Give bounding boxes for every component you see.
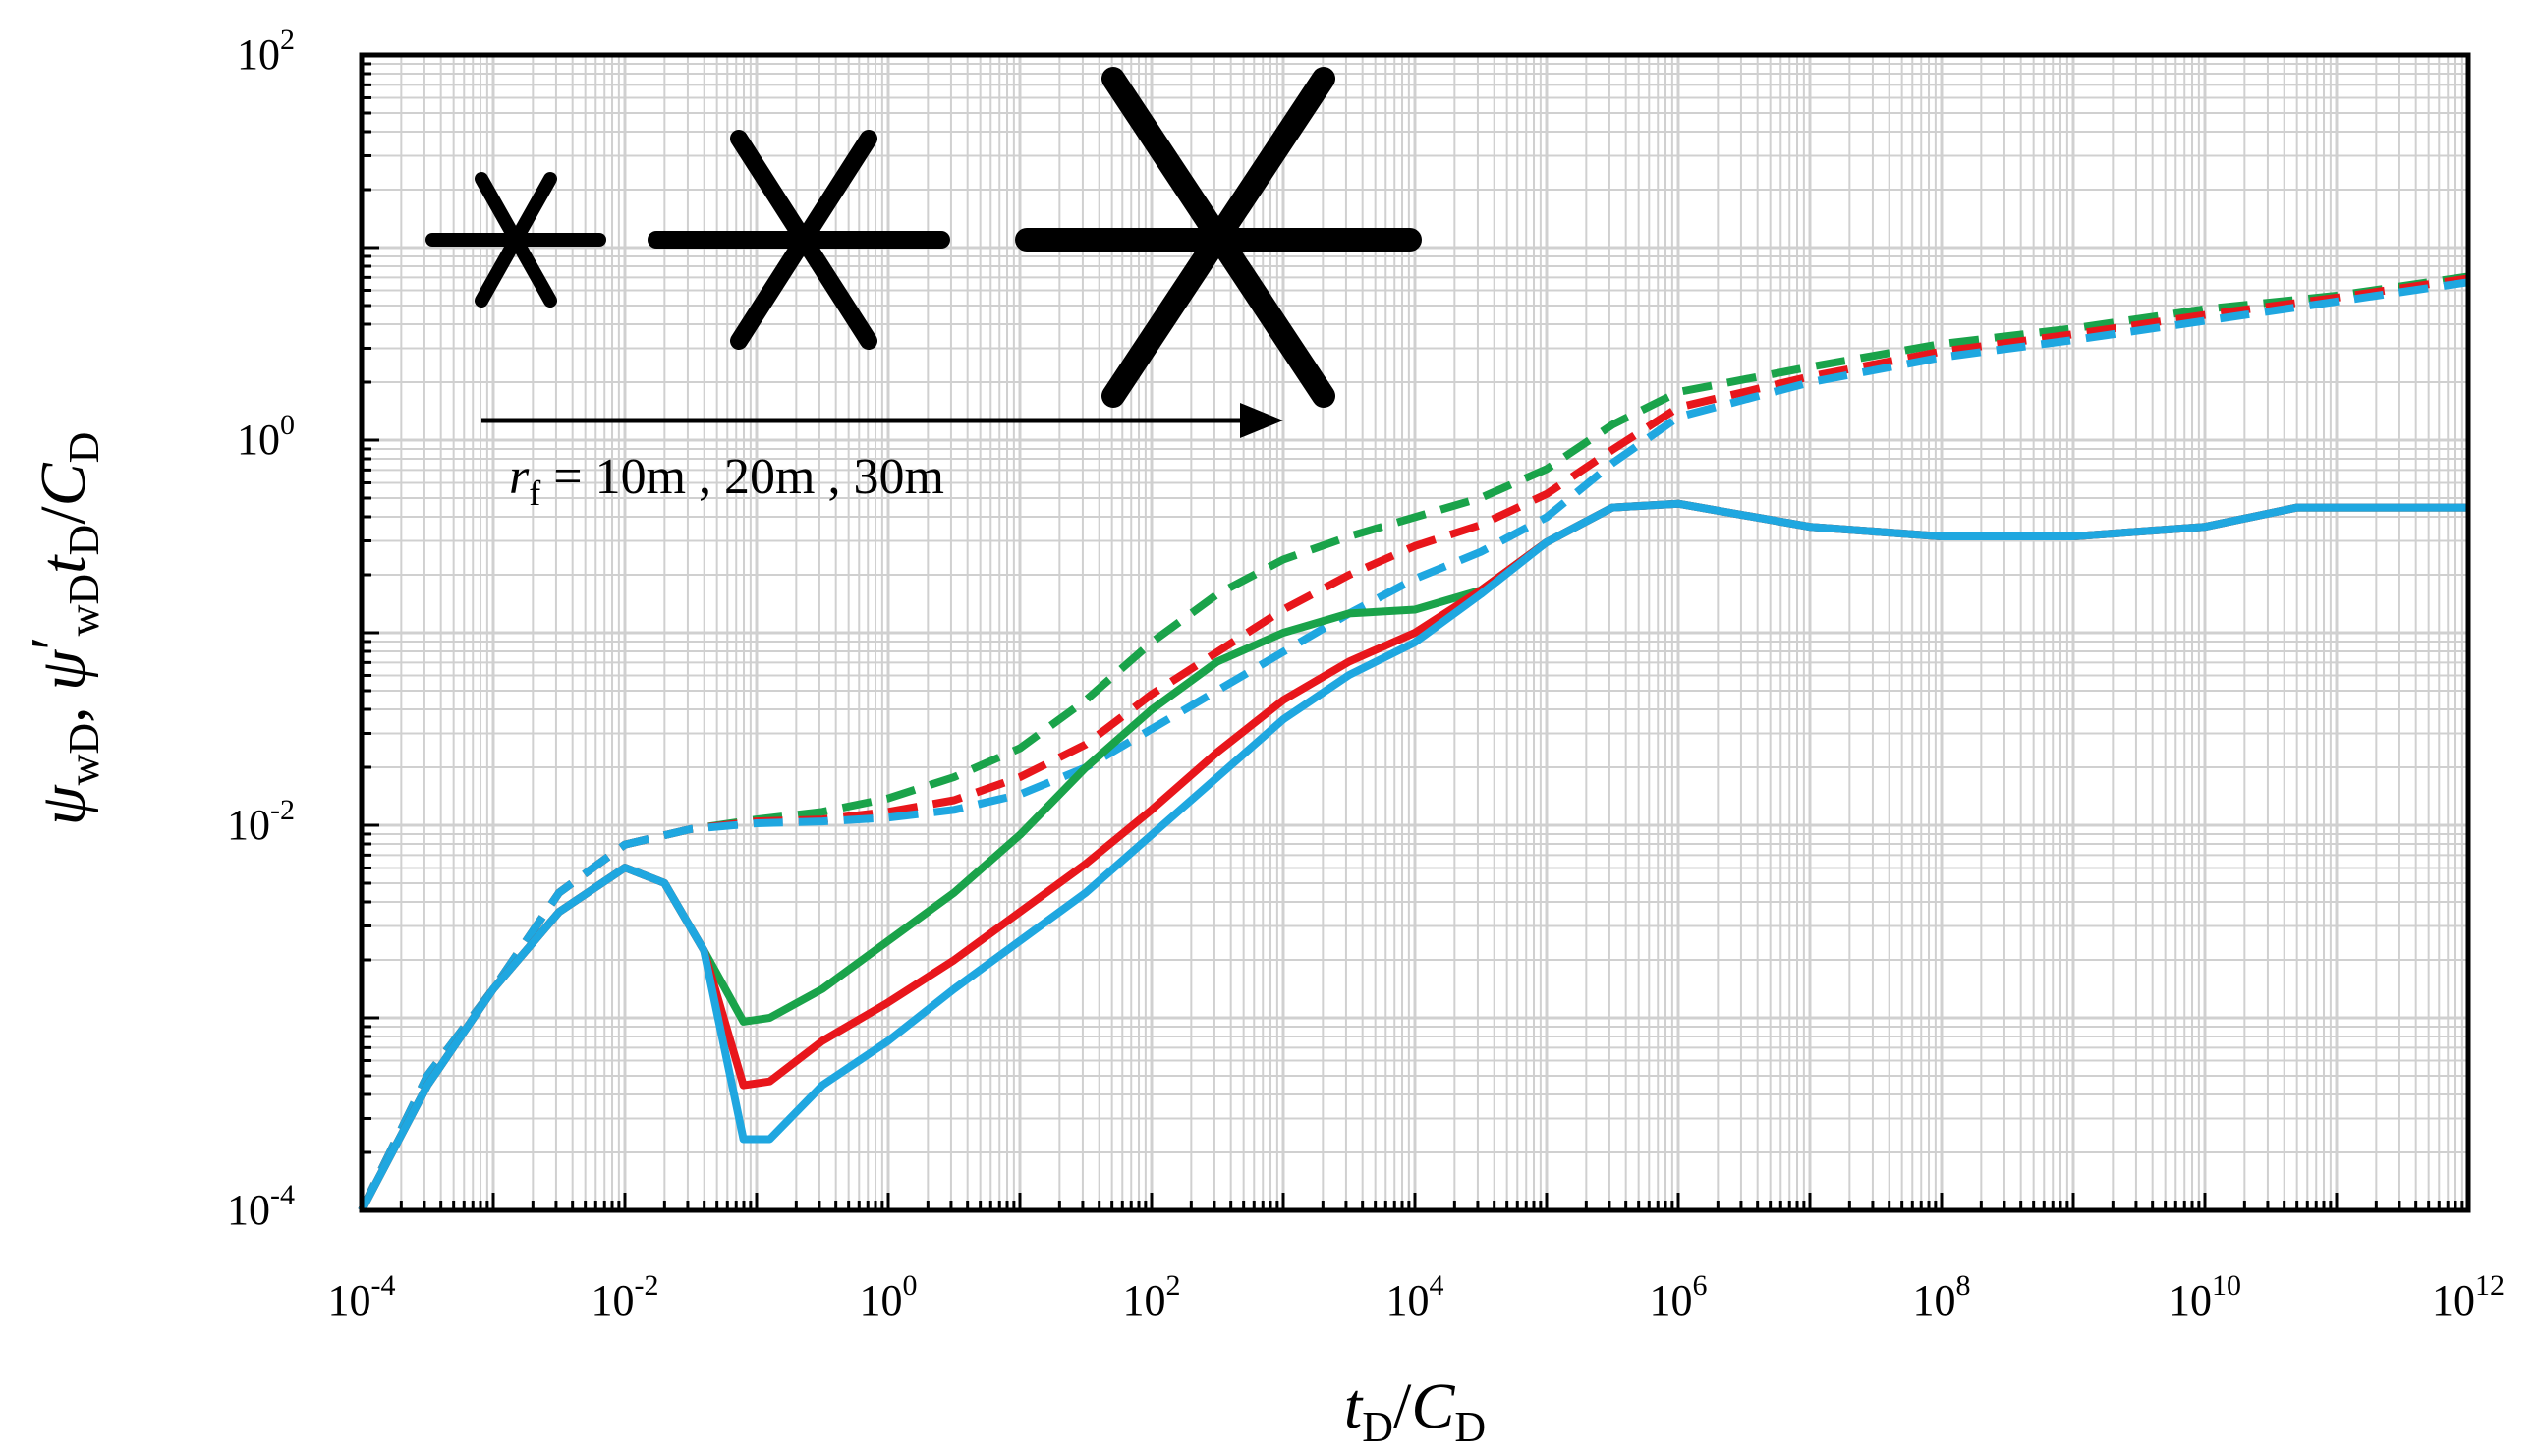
series-line-6 <box>358 499 2468 1212</box>
x-tick-label: 106 <box>1650 1269 1708 1324</box>
series-group <box>358 272 2469 1212</box>
x-tick-label: 104 <box>1386 1269 1444 1324</box>
x-tick-labels: 10-4 10-2 100 102 104 106 108 1010 1012 <box>328 1269 2506 1324</box>
x-tick-label: 10-4 <box>328 1269 396 1324</box>
x-tick-label: 1012 <box>2432 1269 2505 1324</box>
x-tick-label: 108 <box>1913 1269 1971 1324</box>
series-line-3 <box>358 278 2469 1212</box>
x-tick-label: 102 <box>1123 1269 1181 1324</box>
y-tick-label: 102 <box>237 24 295 79</box>
x-tick-label: 10-2 <box>592 1269 659 1324</box>
y-tick-labels: 10-4 10-2 100 102 <box>227 24 295 1234</box>
tick-marks <box>360 62 2464 1212</box>
x-tick-label: 100 <box>860 1269 918 1324</box>
x-axis-label: tD/CD <box>1344 1371 1486 1451</box>
fracture-symbol-small <box>425 172 606 308</box>
x-tick-label: 1010 <box>2169 1269 2241 1324</box>
fracture-schematic <box>425 67 1422 408</box>
fracture-symbol-large <box>1015 67 1422 408</box>
y-tick-label: 10-2 <box>227 794 295 849</box>
y-tick-label: 100 <box>237 409 295 464</box>
increasing-rf-arrow <box>481 403 1283 438</box>
rf-annotation: rf = 10m , 20m , 30m <box>509 449 944 513</box>
fracture-symbol-medium <box>648 130 950 350</box>
y-axis-label: ψwD, ψ′wDtD/CD <box>18 432 108 826</box>
y-tick-label: 10-4 <box>227 1179 295 1234</box>
